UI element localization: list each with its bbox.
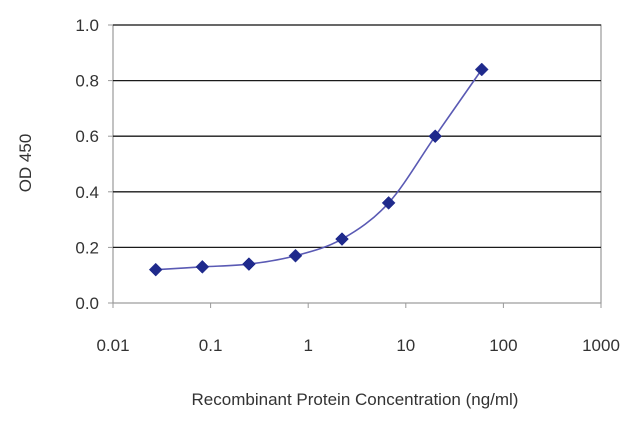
gridlines [113,24,601,249]
x-tick-label: 100 [489,336,517,355]
y-tick-label: 1.0 [75,16,99,35]
y-tick-label: 0.4 [75,183,99,202]
y-tick-label: 0.6 [75,127,99,146]
y-tick-label: 0.2 [75,238,99,257]
data-point [288,248,303,263]
data-point [428,129,443,144]
series-line [155,69,483,271]
x-axis-title: Recombinant Protein Concentration (ng/ml… [192,390,519,409]
y-tick-label: 0.0 [75,294,99,313]
plot-border [112,24,602,304]
y-axis-title: OD 450 [16,134,35,193]
data-point [242,257,256,271]
data-markers [148,62,489,277]
plot-frame [112,24,602,304]
y-axis-ticks: 0.0 0.2 0.4 0.6 0.8 1.0 [75,16,113,313]
x-tick-label: 1000 [582,336,620,355]
x-tick-label: 1 [303,336,312,355]
x-axis-ticks: 0.01 0.1 1 10 100 1000 [96,303,620,355]
y-tick-label: 0.8 [75,72,99,91]
data-point [474,62,489,77]
data-point [381,196,396,210]
x-tick-label: 10 [396,336,415,355]
data-series [155,69,483,271]
data-point [335,232,349,246]
x-tick-label: 0.01 [96,336,129,355]
x-tick-label: 0.1 [199,336,223,355]
data-point [195,260,210,274]
data-point [148,262,163,277]
